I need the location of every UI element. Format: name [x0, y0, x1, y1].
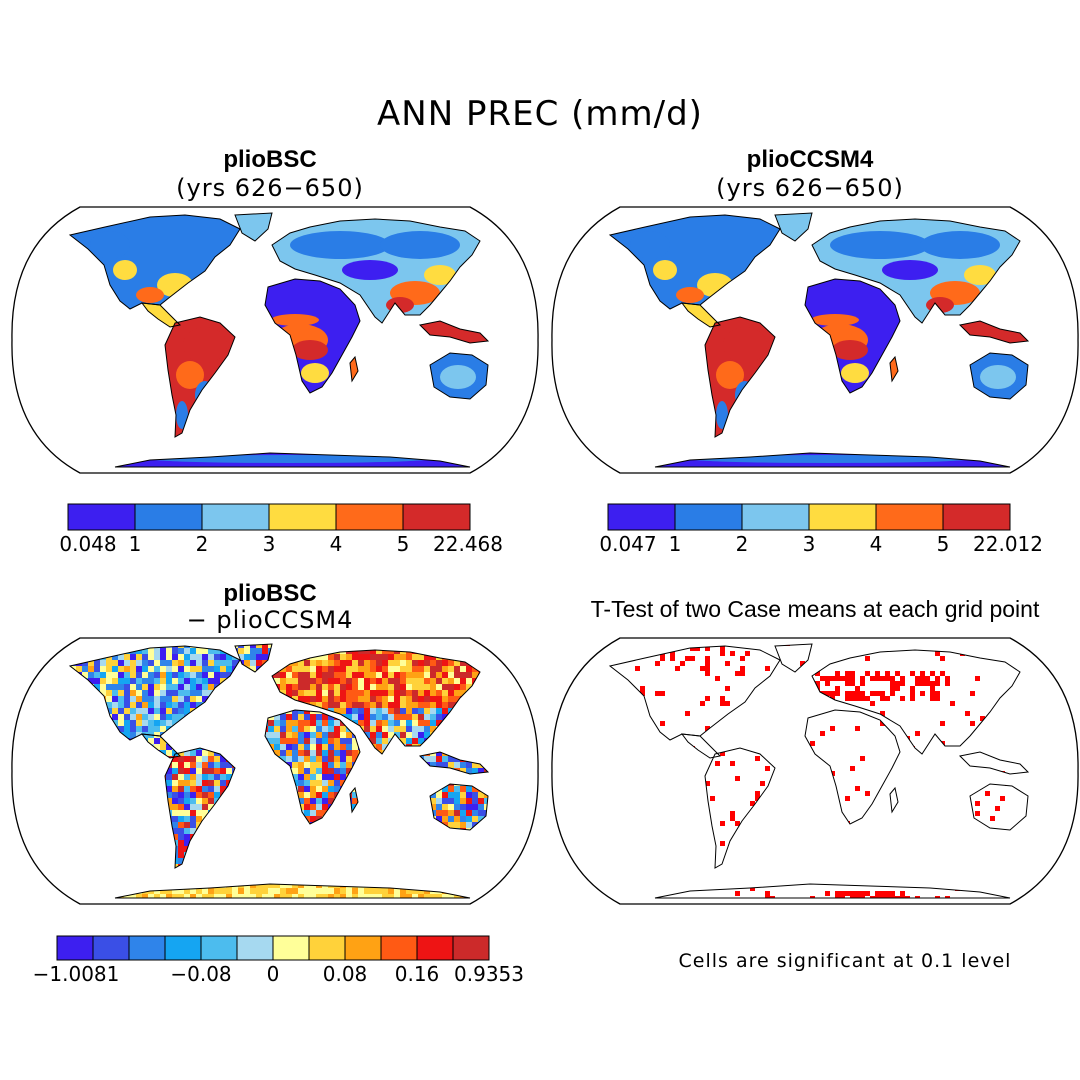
map-top-right — [551, 206, 1079, 474]
colorbar-swatch — [416, 935, 454, 961]
colorbar-swatch — [164, 935, 202, 961]
panel-top-left-title: plioBSC — [223, 146, 317, 173]
map-top-left — [11, 206, 539, 474]
land-greenland — [235, 213, 272, 241]
colorbar-swatch — [200, 935, 238, 961]
colorbar-tick-label: 3 — [802, 532, 816, 556]
land-centralAmerica — [682, 303, 720, 327]
colorbar-swatch — [380, 935, 418, 961]
colorbar-tick-label: 5 — [396, 532, 410, 556]
colorbar-tick-label: 0.08 — [322, 962, 368, 986]
colorbar-swatch — [875, 503, 944, 531]
colorbar-top-left — [67, 503, 471, 531]
colorbar-swatch — [134, 503, 203, 531]
panel-bottom-left-subtitle: − plioCCSM4 — [186, 606, 354, 634]
colorbar-tick-label: −0.08 — [170, 962, 232, 986]
colorbar-swatch — [674, 503, 743, 531]
figure-title: ANN PREC (mm/d) — [377, 94, 703, 134]
colorbar-tick-label: 22.012 — [973, 532, 1043, 556]
colorbar-tick-label: 4 — [869, 532, 883, 556]
colorbar-tick-label: 0.16 — [394, 962, 440, 986]
colorbar-swatch — [272, 935, 310, 961]
colorbar-swatch — [942, 503, 1011, 531]
land-indonesia — [420, 321, 488, 343]
colorbar-swatch — [452, 935, 490, 961]
colorbar-swatch — [402, 503, 471, 531]
colorbar-swatch — [236, 935, 274, 961]
colorbar-tick-label: 0 — [266, 962, 280, 986]
colorbar-tick-label: 2 — [195, 532, 209, 556]
colorbar-tick-label: 0.9353 — [454, 962, 524, 986]
land-indonesia — [960, 321, 1028, 343]
colorbar-swatch — [128, 935, 166, 961]
colorbar-swatch — [268, 503, 337, 531]
colorbar-swatch — [607, 503, 676, 531]
colorbar-tick-label: −1.0081 — [32, 962, 120, 986]
panel-bottom-left-title: plioBSC — [223, 580, 317, 607]
colorbar-swatch — [201, 503, 270, 531]
significance-note: Cells are significant at 0.1 level — [678, 950, 1012, 972]
map-bottom-right — [551, 637, 1079, 905]
colorbar-swatch — [344, 935, 382, 961]
colorbar-tick-label: 1 — [128, 532, 142, 556]
colorbar-swatch — [741, 503, 810, 531]
colorbar-bottom-left — [56, 935, 490, 961]
colorbar-tick-label: 5 — [936, 532, 950, 556]
map-bottom-left — [11, 637, 539, 905]
colorbar-swatch — [56, 935, 94, 961]
colorbar-top-right — [607, 503, 1011, 531]
colorbar-tick-label: 3 — [262, 532, 276, 556]
colorbar-tick-label: 2 — [735, 532, 749, 556]
colorbar-swatch — [808, 503, 877, 531]
panel-top-right-title: plioCCSM4 — [746, 146, 874, 173]
colorbar-tick-label: 0.048 — [59, 532, 117, 556]
colorbar-tick-label: 0.047 — [599, 532, 657, 556]
colorbar-tick-label: 22.468 — [433, 532, 503, 556]
panel-top-left-subtitle: (yrs 626−650) — [176, 174, 364, 202]
land-centralAmerica — [142, 303, 180, 327]
colorbar-swatch — [308, 935, 346, 961]
panel-top-right-subtitle: (yrs 626−650) — [716, 174, 904, 202]
colorbar-tick-label: 4 — [329, 532, 343, 556]
land-greenland — [775, 213, 812, 241]
colorbar-swatch — [92, 935, 130, 961]
colorbar-swatch — [67, 503, 136, 531]
colorbar-swatch — [335, 503, 404, 531]
panel-bottom-right-title: T-Test of two Case means at each grid po… — [590, 596, 1040, 622]
colorbar-tick-label: 1 — [668, 532, 682, 556]
